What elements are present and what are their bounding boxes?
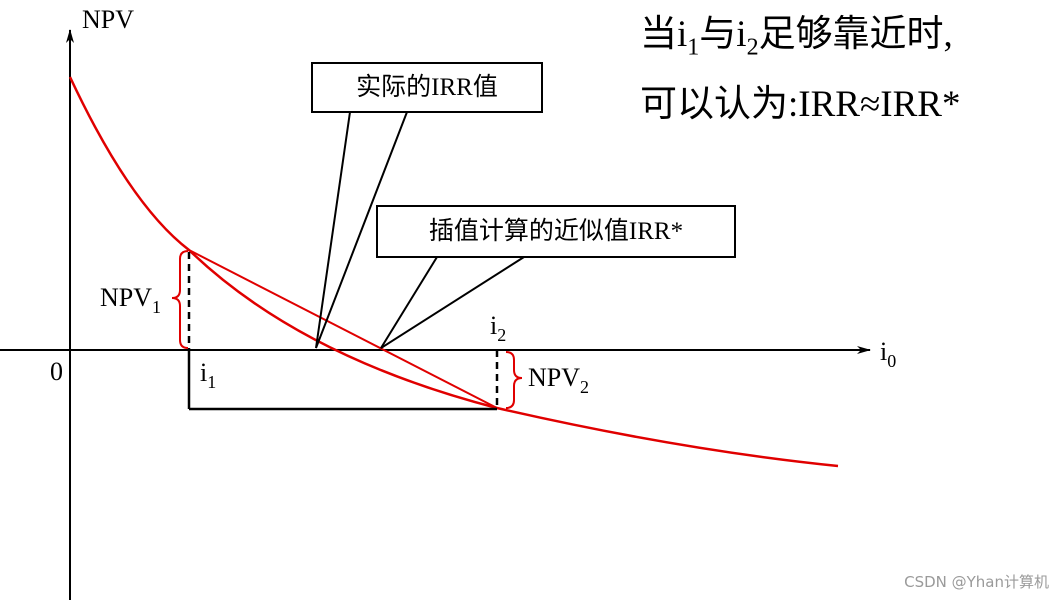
y-axis-label: NPV — [82, 5, 134, 34]
i2-label: i2 — [490, 311, 506, 345]
npv1-label: NPV1 — [100, 283, 161, 317]
note-line-2: 可以认为:IRR≈IRR* — [640, 84, 961, 125]
actual-irr-callout: 实际的IRR值 — [311, 62, 543, 113]
actual-irr-text: 实际的IRR值 — [356, 74, 498, 101]
npv1-brace — [171, 250, 189, 349]
npv2-label: NPV2 — [528, 363, 589, 397]
approx-irr-callout: 插值计算的近似值IRR* — [376, 205, 736, 258]
note-line-1: 当i1与i2足够靠近时, — [640, 14, 953, 61]
interpolation-line — [188, 249, 498, 409]
npv2-brace — [505, 351, 523, 409]
actual-irr-pointer — [315, 111, 408, 349]
i1-label: i1 — [200, 358, 216, 392]
watermark: CSDN @Yhan计算机 — [904, 573, 1049, 591]
x-axis-label: i0 — [880, 337, 896, 371]
approx-irr-text: 插值计算的近似值IRR* — [428, 218, 684, 245]
origin-label: 0 — [50, 357, 63, 386]
npv-curve — [68, 76, 839, 468]
approx-irr-pointer — [380, 256, 525, 349]
